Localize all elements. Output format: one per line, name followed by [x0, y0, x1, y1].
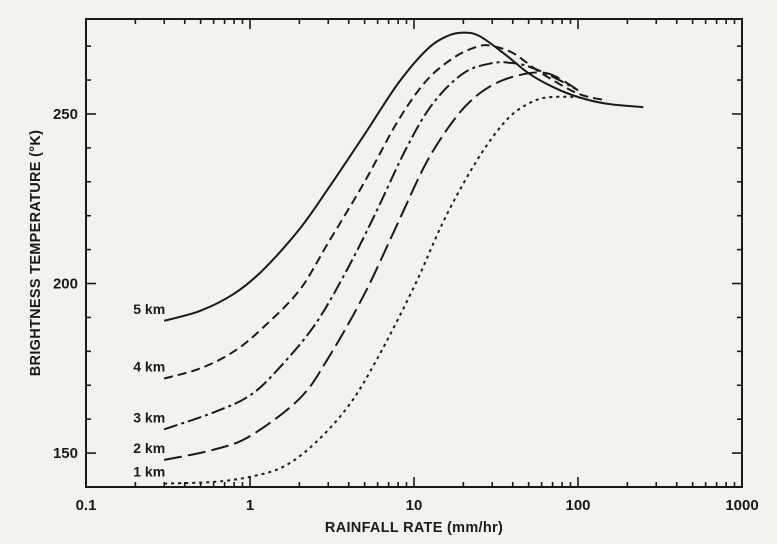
y-axis-label: BRIGHTNESS TEMPERATURE (°K): [28, 130, 44, 376]
y-tick-label: 250: [53, 106, 78, 123]
y-tick-label: 150: [53, 445, 78, 462]
series-label: 5 km: [133, 301, 165, 317]
tick-labels: 0.1 1 10 100 1000 150 200 250: [53, 106, 759, 514]
series-line-4-km: [163, 44, 608, 380]
series-label: 3 km: [133, 409, 165, 425]
axis-ticks: [86, 19, 742, 487]
series-lines: [163, 31, 644, 485]
series-line-1-km: [164, 95, 579, 485]
series-line-2-km: [163, 71, 579, 461]
series-label: 4 km: [133, 358, 165, 374]
x-tick-label: 1000: [725, 497, 758, 514]
x-tick-label: 10: [406, 497, 423, 514]
series-label: 1 km: [133, 464, 165, 480]
series-label: 2 km: [133, 440, 165, 456]
y-tick-label: 200: [53, 276, 78, 293]
x-tick-label: 0.1: [76, 497, 97, 514]
series-line-3-km: [163, 61, 579, 431]
series-line-5-km: [163, 31, 644, 322]
plot-frame: [85, 18, 743, 488]
x-axis-label: RAINFALL RATE (mm/hr): [325, 520, 503, 536]
x-tick-label: 1: [246, 497, 254, 514]
series-labels: 5 km 4 km 3 km 2 km 1 km: [133, 301, 165, 480]
x-tick-label: 100: [565, 497, 590, 514]
